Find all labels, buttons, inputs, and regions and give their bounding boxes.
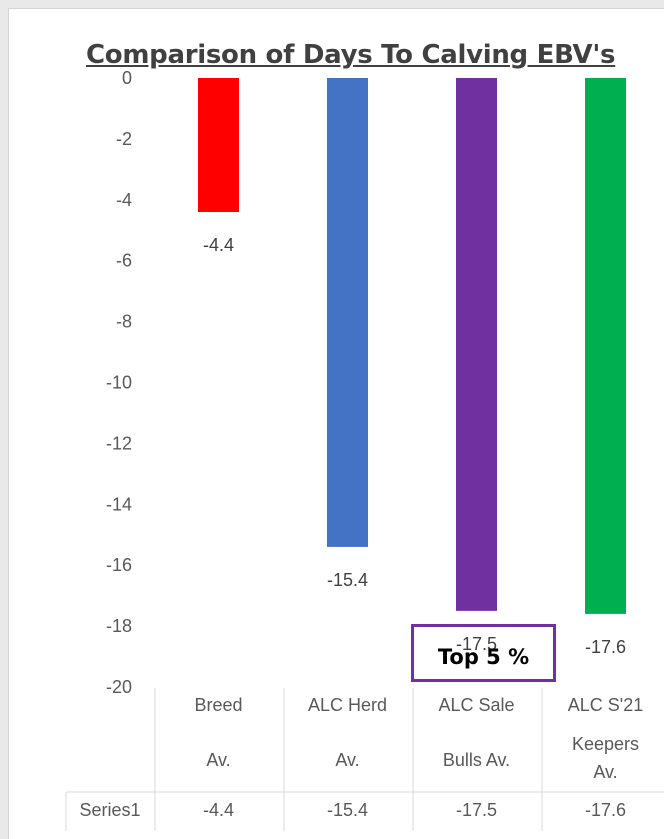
table-value: -17.6 [585, 800, 626, 820]
y-tick-label: -4 [116, 190, 132, 210]
category-label: ALC Sale [438, 695, 514, 715]
y-tick-label: -20 [106, 677, 132, 697]
category-label: Bulls Av. [443, 750, 510, 770]
y-tick-label: 0 [122, 68, 132, 88]
category-label: Av. [593, 762, 617, 782]
bar-1 [198, 78, 239, 212]
table-series-name: Series1 [79, 800, 140, 820]
category-label: Av. [206, 750, 230, 770]
y-tick-label: -16 [106, 555, 132, 575]
top-5-percent-callout: Top 5 % [411, 624, 556, 682]
category-label: ALC S'21 [568, 695, 643, 715]
category-label: Av. [335, 750, 359, 770]
y-tick-label: -18 [106, 616, 132, 636]
y-tick-label: -10 [106, 373, 132, 393]
y-tick-label: -8 [116, 312, 132, 332]
y-tick-label: -12 [106, 433, 132, 453]
y-tick-label: -2 [116, 129, 132, 149]
data-label: -15.4 [327, 570, 368, 590]
table-value: -15.4 [327, 800, 368, 820]
bar-4 [585, 78, 626, 614]
data-label: -4.4 [203, 235, 234, 255]
table-value: -17.5 [456, 800, 497, 820]
category-label: Breed [194, 695, 242, 715]
y-tick-label: -6 [116, 251, 132, 271]
bar-3 [456, 78, 497, 611]
callout-text: Top 5 % [437, 645, 530, 669]
data-label: -17.5 [456, 634, 497, 654]
category-label: Keepers [572, 734, 639, 754]
category-label: ALC Herd [308, 695, 387, 715]
data-label: -17.6 [585, 637, 626, 657]
y-tick-label: -14 [106, 494, 132, 514]
bar-2 [327, 78, 368, 547]
table-value: -4.4 [203, 800, 234, 820]
chart-title: Comparison of Days To Calving EBV's [86, 40, 616, 70]
